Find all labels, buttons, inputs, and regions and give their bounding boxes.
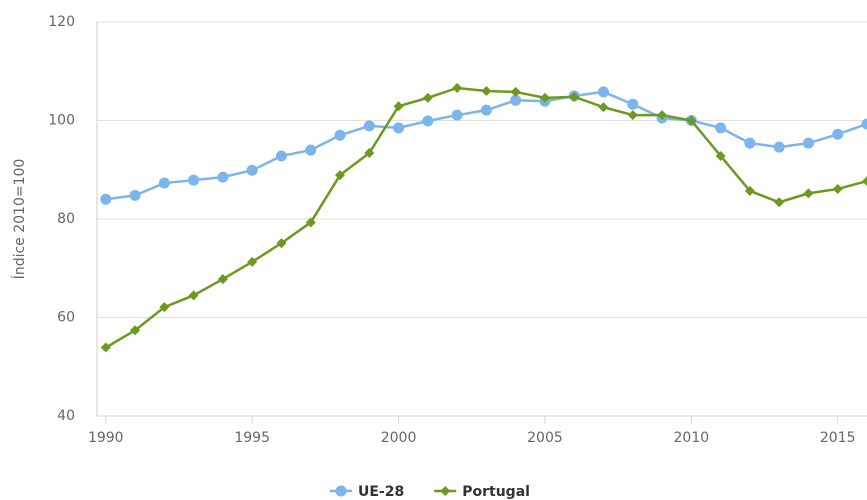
point: [598, 86, 610, 98]
point: [188, 290, 199, 301]
y-tick-label: 120: [48, 14, 75, 30]
x-tick-label: 2010: [674, 430, 710, 446]
point: [744, 137, 756, 149]
x-tick-label: 2000: [381, 430, 417, 446]
point: [334, 129, 346, 141]
point: [188, 174, 200, 186]
x-tick-label: 1990: [88, 430, 124, 446]
point: [569, 91, 580, 102]
point: [657, 110, 668, 121]
x-tick-label: 2005: [527, 430, 563, 446]
point: [129, 189, 141, 201]
point: [159, 302, 170, 313]
point: [627, 98, 639, 110]
y-tick-label: 80: [57, 211, 75, 227]
point: [275, 150, 287, 162]
y-tick-label: 100: [48, 113, 75, 129]
y-tick-label: 40: [57, 408, 75, 424]
point: [773, 141, 785, 153]
point: [832, 183, 843, 194]
point: [246, 164, 258, 176]
point: [451, 109, 463, 121]
point: [305, 144, 317, 156]
point: [393, 101, 404, 112]
point: [247, 256, 258, 267]
point: [862, 176, 867, 187]
point: [510, 94, 522, 106]
legend-label: UE-28: [358, 484, 404, 500]
point: [861, 118, 867, 130]
point: [393, 122, 405, 134]
point: [627, 110, 638, 121]
point: [100, 342, 111, 353]
x-tick-label: 1995: [234, 430, 270, 446]
y-axis-label: Índice 2010=100: [11, 159, 28, 280]
point: [422, 92, 433, 103]
x-tick-label: 2015: [820, 430, 856, 446]
point: [276, 238, 287, 249]
point: [217, 171, 229, 183]
point: [715, 122, 727, 134]
point: [803, 188, 814, 199]
legend-label: Portugal: [462, 484, 530, 500]
point: [364, 148, 375, 159]
point: [217, 274, 228, 285]
point: [802, 137, 814, 149]
legend-marker: [335, 485, 347, 497]
point: [774, 197, 785, 208]
point: [598, 102, 609, 113]
series-line: [105, 86, 867, 349]
point: [744, 185, 755, 196]
legend-marker: [440, 486, 451, 496]
point: [832, 128, 844, 140]
point: [422, 115, 434, 127]
point: [539, 92, 550, 103]
point: [452, 82, 463, 93]
y-tick-label: 60: [57, 310, 75, 326]
point: [130, 325, 141, 336]
point: [715, 150, 726, 161]
point: [305, 217, 316, 228]
point: [158, 177, 170, 189]
point: [100, 193, 112, 205]
point: [363, 120, 375, 132]
point: [335, 170, 346, 181]
point: [686, 115, 697, 126]
point: [481, 85, 492, 96]
point: [510, 86, 521, 97]
point: [480, 104, 492, 116]
